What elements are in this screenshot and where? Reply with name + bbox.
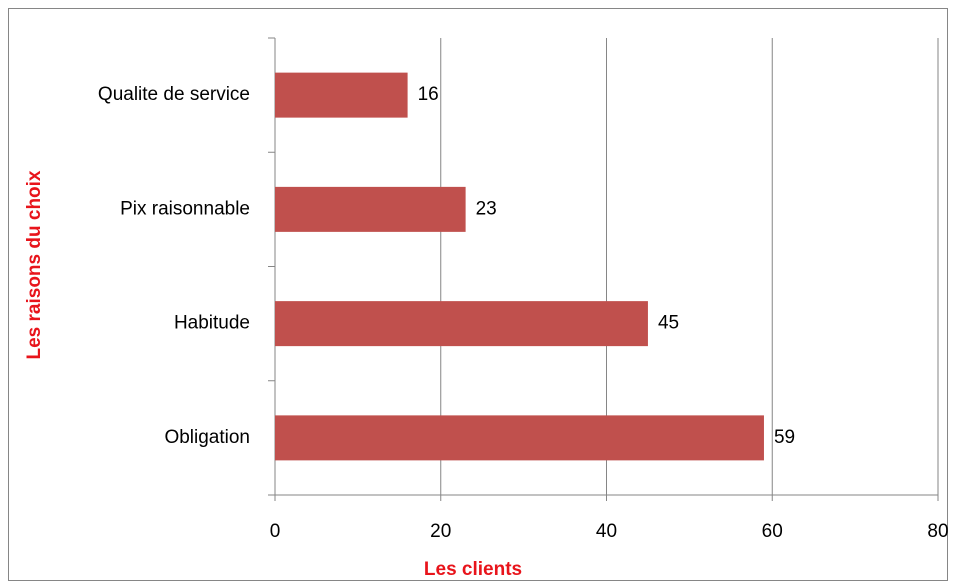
bar (275, 72, 408, 118)
x-tick-label: 80 (927, 521, 948, 542)
y-axis-title: Les raisons du choix (24, 170, 45, 359)
x-tick-label: 20 (430, 521, 451, 542)
x-tick-label: 60 (762, 521, 783, 542)
data-label: 23 (476, 198, 497, 219)
x-tick-label: 40 (596, 521, 617, 542)
data-label: 16 (418, 84, 439, 105)
data-label: 45 (658, 313, 679, 334)
bar (275, 186, 466, 232)
x-tick-label: 0 (270, 521, 281, 542)
y-tick-label: Qualite de service (98, 84, 250, 105)
bar (275, 301, 648, 347)
y-tick-label: Pix raisonnable (120, 198, 250, 219)
y-tick-label: Habitude (174, 313, 250, 334)
data-label: 59 (774, 427, 795, 448)
y-tick-label: Obligation (164, 427, 250, 448)
x-axis-title: Les clients (424, 559, 522, 580)
chart-border (8, 8, 948, 581)
bar (275, 415, 764, 461)
